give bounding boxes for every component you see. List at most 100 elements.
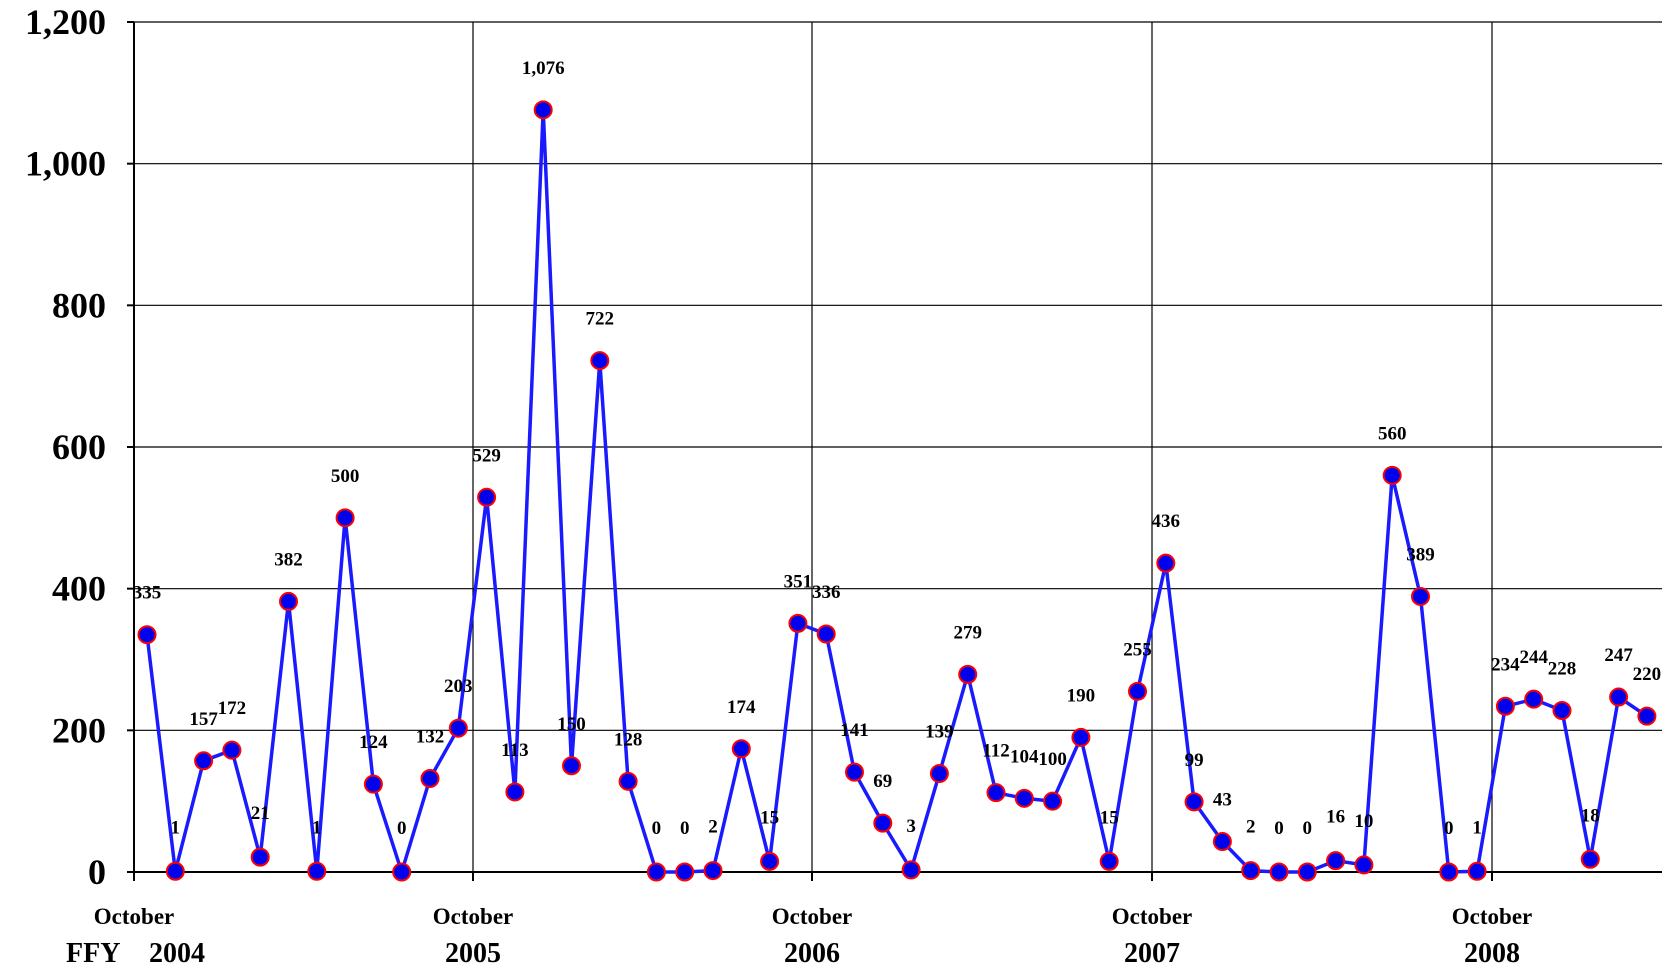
x-tick-month-label: October [1112, 904, 1192, 929]
data-label: 0 [680, 818, 690, 839]
data-point [1552, 701, 1572, 720]
data-point [1524, 689, 1544, 709]
data-label: 174 [727, 697, 756, 718]
data-labels: 335115717221382150012401322035291131,076… [133, 58, 1661, 839]
data-point [448, 718, 468, 738]
y-tick-label: 400 [52, 569, 106, 609]
y-tick-label: 800 [52, 285, 106, 325]
data-label: 203 [444, 676, 473, 697]
data-label: 150 [557, 714, 586, 735]
data-point [137, 625, 157, 645]
data-point [194, 751, 214, 771]
data-point [675, 862, 695, 882]
x-axis-prefix-label: FFY [66, 938, 120, 968]
data-label: 234 [1491, 654, 1520, 675]
x-tick-month-label: October [433, 904, 513, 929]
data-point [1382, 465, 1402, 485]
grid [133, 21, 1662, 872]
data-point [477, 487, 497, 507]
data-point [1043, 791, 1063, 811]
data-label: 220 [1633, 664, 1662, 685]
x-tick-year-label: 2006 [784, 938, 840, 968]
data-point [618, 771, 638, 791]
data-point [703, 861, 723, 881]
x-tick-year-label: 2005 [445, 938, 501, 968]
data-label: 43 [1213, 790, 1232, 811]
data-point [392, 862, 412, 882]
data-point [1212, 832, 1232, 852]
data-point [165, 861, 185, 881]
data-point [1609, 687, 1629, 707]
data-point [307, 861, 327, 881]
axes [127, 21, 1662, 881]
data-label: 0 [652, 818, 662, 839]
series-line [145, 108, 1648, 874]
data-point [222, 740, 242, 760]
data-point [873, 813, 893, 833]
data-label: 389 [1406, 544, 1435, 565]
data-label: 0 [1303, 818, 1313, 839]
data-point [1467, 861, 1487, 881]
data-label: 128 [614, 729, 643, 750]
data-point [760, 851, 780, 871]
data-label: 1 [1472, 817, 1482, 838]
data-label: 529 [472, 445, 501, 466]
data-point [845, 762, 864, 782]
data-label: 100 [1038, 749, 1067, 770]
data-label: 141 [840, 720, 869, 741]
data-point [1354, 855, 1374, 875]
data-point [1439, 862, 1459, 882]
data-label: 124 [359, 732, 388, 753]
data-label: 69 [873, 771, 892, 792]
data-point [250, 847, 270, 867]
data-label: 112 [982, 741, 1009, 762]
data-label: 10 [1354, 811, 1373, 832]
data-label: 99 [1185, 750, 1204, 771]
data-label: 104 [1010, 746, 1039, 767]
data-point [1297, 862, 1317, 882]
data-point [1128, 681, 1147, 701]
data-label: 1 [312, 817, 322, 838]
data-label: 2 [708, 817, 718, 838]
data-label: 113 [501, 740, 528, 761]
data-label: 722 [586, 309, 615, 330]
data-label: 0 [1444, 818, 1454, 839]
data-point [646, 862, 666, 882]
y-tick-label: 1,000 [25, 144, 106, 184]
data-point [958, 664, 978, 684]
data-label: 560 [1378, 423, 1407, 444]
data-label: 3 [906, 816, 916, 837]
data-point [590, 351, 610, 371]
data-point [1156, 553, 1176, 573]
data-point [279, 591, 298, 611]
data-label: 255 [1123, 639, 1152, 660]
x-tick-month-label: October [772, 904, 852, 929]
data-point [1014, 788, 1034, 808]
data-label: 351 [784, 571, 813, 592]
data-point [1071, 727, 1091, 747]
data-label: 436 [1152, 511, 1181, 532]
y-tick-label: 200 [52, 710, 106, 750]
data-point [986, 783, 1006, 803]
data-point [335, 508, 355, 528]
data-label: 279 [953, 622, 982, 643]
data-label: 244 [1519, 647, 1548, 668]
data-point [1099, 851, 1119, 871]
data-point [562, 756, 581, 776]
x-tick-year-label: 2004 [149, 938, 205, 968]
data-point [363, 774, 383, 794]
data-label: 336 [812, 582, 841, 603]
data-label: 247 [1604, 645, 1633, 666]
x-axis-tick-labels: October 2004 October 2005 October 2006 October… [66, 904, 1532, 968]
data-point [929, 764, 949, 784]
data-label: 0 [397, 818, 407, 839]
data-label: 172 [218, 698, 247, 719]
data-points [137, 100, 1657, 882]
data-label: 18 [1581, 805, 1600, 826]
data-label: 1,076 [522, 58, 565, 79]
data-label: 335 [133, 583, 162, 604]
data-label: 15 [1100, 807, 1119, 828]
data-label: 190 [1067, 685, 1096, 706]
x-tick-year-label: 2008 [1464, 938, 1520, 968]
